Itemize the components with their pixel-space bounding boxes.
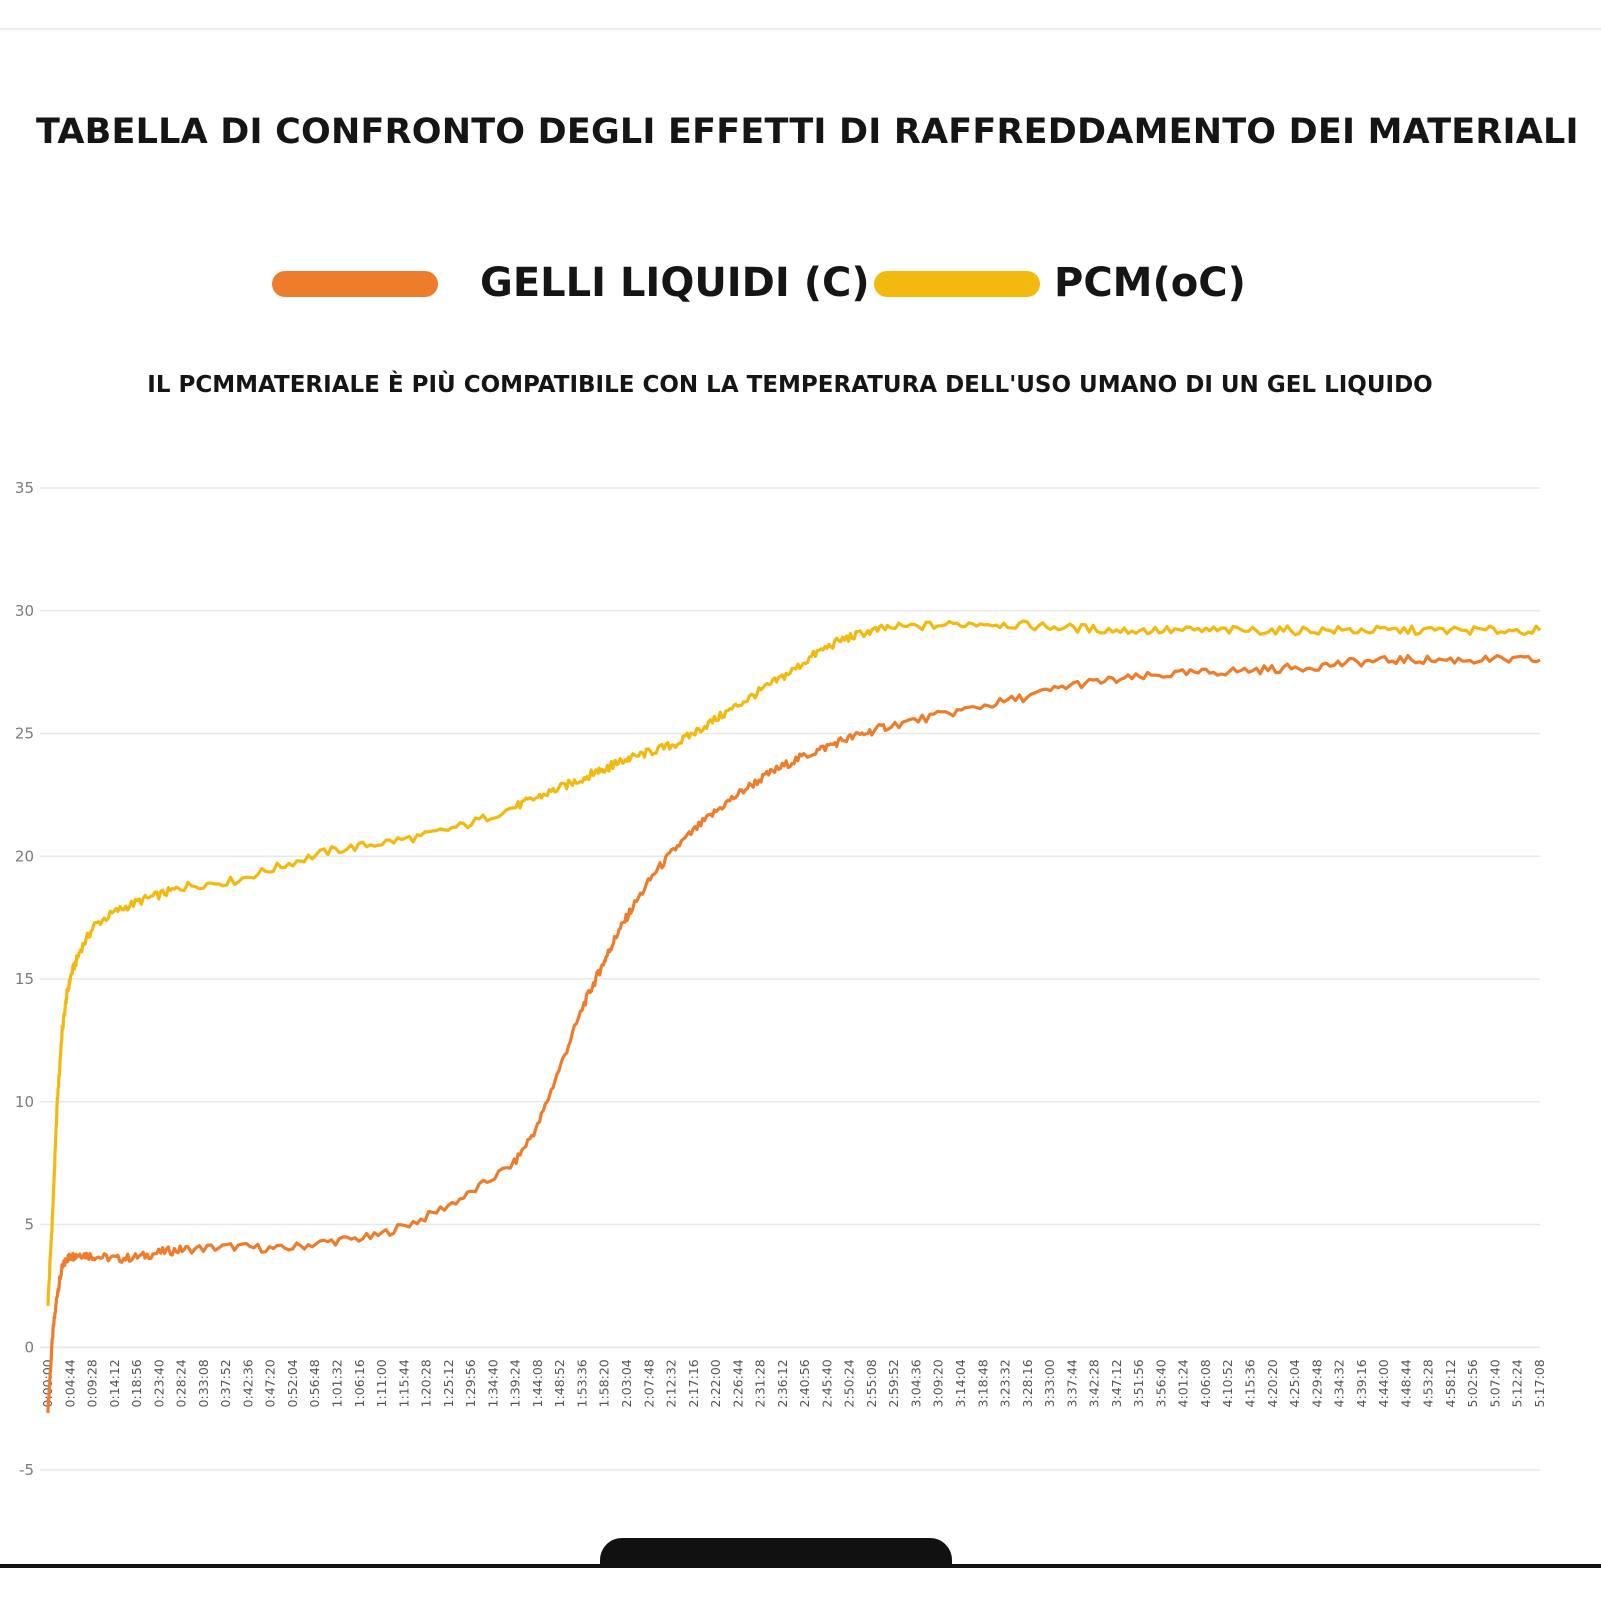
x-tick-label: 2:36:12 [775, 1359, 790, 1407]
x-tick-label: 0:04:44 [62, 1359, 77, 1407]
x-tick-label: 2:12:32 [664, 1359, 679, 1407]
x-tick-label: 0:28:24 [174, 1359, 189, 1407]
x-tick-label: 1:48:52 [552, 1359, 567, 1407]
x-tick-label: 3:42:28 [1087, 1359, 1102, 1407]
x-tick-label: 1:06:16 [352, 1359, 367, 1407]
x-tick-label: 3:23:32 [998, 1359, 1013, 1407]
bottom-tab-shape [600, 1538, 952, 1566]
y-tick-label: 10 [15, 1093, 34, 1111]
x-tick-label: 0:56:48 [307, 1359, 322, 1407]
x-tick-label: 5:12:24 [1510, 1359, 1525, 1407]
x-tick-label: 0:14:12 [107, 1359, 122, 1407]
x-tick-label: 1:39:24 [508, 1359, 523, 1407]
y-tick-label: -5 [19, 1461, 34, 1479]
x-tick-label: 1:53:36 [574, 1359, 589, 1407]
series-lines [46, 619, 1542, 1413]
x-tick-label: 3:37:44 [1064, 1359, 1079, 1407]
x-tick-label: 2:55:08 [864, 1359, 879, 1407]
y-tick-label: 20 [15, 847, 34, 865]
y-tick-label: 15 [15, 970, 34, 988]
x-tick-label: 4:06:08 [1198, 1359, 1213, 1407]
y-tick-label: 35 [15, 479, 34, 497]
y-axis-ticks: 35 30 25 20 15 10 5 0 -5 [15, 479, 34, 1479]
top-divider [0, 28, 1601, 30]
legend-swatch-pcm [874, 271, 1040, 297]
x-tick-label: 3:04:36 [908, 1359, 923, 1407]
x-tick-label: 5:17:08 [1532, 1359, 1547, 1407]
x-tick-label: 1:11:00 [374, 1359, 389, 1407]
x-tick-label: 2:50:24 [842, 1359, 857, 1407]
x-tick-label: 4:15:36 [1243, 1359, 1258, 1407]
x-tick-label: 3:56:40 [1153, 1359, 1168, 1407]
x-tick-label: 3:28:16 [1020, 1359, 1035, 1407]
chart-subtitle: IL PCMMATERIALE È PIÙ COMPATIBILE CON LA… [147, 372, 1433, 398]
x-tick-label: 4:29:48 [1309, 1359, 1324, 1407]
x-tick-label: 4:39:16 [1354, 1359, 1369, 1407]
x-tick-label: 4:01:24 [1176, 1359, 1191, 1407]
x-tick-label: 2:17:16 [686, 1359, 701, 1407]
x-tick-label: 0:23:40 [151, 1359, 166, 1407]
x-tick-label: 2:26:44 [730, 1359, 745, 1407]
x-tick-label: 4:25:04 [1287, 1359, 1302, 1407]
bottom-divider [0, 1564, 1601, 1568]
x-tick-label: 1:25:12 [441, 1359, 456, 1407]
legend-label-gel: GELLI LIQUIDI (C) [480, 260, 870, 306]
y-tick-label: 25 [15, 725, 34, 743]
x-tick-label: 4:10:52 [1220, 1359, 1235, 1407]
x-tick-label: 1:58:20 [597, 1359, 612, 1407]
x-tick-label: 0:52:04 [285, 1359, 300, 1407]
chart-title: TABELLA DI CONFRONTO DEGLI EFFETTI DI RA… [36, 112, 1579, 152]
x-tick-label: 3:33:00 [1042, 1359, 1057, 1407]
x-tick-label: 0:47:20 [263, 1359, 278, 1407]
legend-label-pcm: PCM(oC) [1054, 260, 1246, 306]
x-tick-label: 2:03:04 [619, 1359, 634, 1407]
x-tick-label: 4:48:44 [1398, 1359, 1413, 1407]
x-tick-label: 3:51:56 [1131, 1359, 1146, 1407]
x-tick-label: 0:42:36 [240, 1359, 255, 1407]
x-tick-label: 1:01:32 [329, 1359, 344, 1407]
x-tick-label: 4:44:00 [1376, 1359, 1391, 1407]
y-tick-label: 5 [24, 1216, 34, 1234]
x-tick-label: 3:14:04 [953, 1359, 968, 1407]
x-tick-label: 1:34:40 [485, 1359, 500, 1407]
x-tick-label: 0:18:56 [129, 1359, 144, 1407]
x-tick-label: 5:07:40 [1487, 1359, 1502, 1407]
x-tick-label: 0:09:28 [85, 1359, 100, 1407]
x-tick-label: 2:22:00 [708, 1359, 723, 1407]
x-tick-label: 0:37:52 [218, 1359, 233, 1407]
x-tick-label: 4:58:12 [1443, 1359, 1458, 1407]
x-tick-label: 4:20:20 [1265, 1359, 1280, 1407]
x-tick-label: 0:33:08 [196, 1359, 211, 1407]
y-tick-label: 30 [15, 602, 34, 620]
x-tick-label: 1:44:08 [530, 1359, 545, 1407]
x-tick-label: 5:02:56 [1465, 1359, 1480, 1407]
series-line-gel [46, 654, 1541, 1413]
x-tick-label: 2:45:40 [819, 1359, 834, 1407]
x-tick-label: 2:07:48 [641, 1359, 656, 1407]
x-tick-label: 3:18:48 [975, 1359, 990, 1407]
x-axis-ticks: 0:00:00 0:04:44 0:09:28 0:14:12 0:18:56 0:23:… [40, 1359, 1547, 1407]
x-tick-label: 3:47:12 [1109, 1359, 1124, 1407]
legend: GELLI LIQUIDI (C) PCM(oC) [0, 250, 1601, 320]
x-tick-label: 4:53:28 [1421, 1359, 1436, 1407]
x-tick-label: 2:31:28 [753, 1359, 768, 1407]
x-tick-label: 2:40:56 [797, 1359, 812, 1407]
series-line-pcm [46, 619, 1542, 1306]
x-tick-label: 2:59:52 [886, 1359, 901, 1407]
x-tick-label: 1:15:44 [396, 1359, 411, 1407]
grid-lines [40, 487, 1540, 1471]
x-tick-label: 1:29:56 [463, 1359, 478, 1407]
x-tick-label: 3:09:20 [931, 1359, 946, 1407]
x-tick-label: 1:20:28 [419, 1359, 434, 1407]
y-tick-label: 0 [24, 1338, 34, 1356]
legend-swatch-gel [272, 271, 438, 297]
x-tick-label: 4:34:32 [1332, 1359, 1347, 1407]
